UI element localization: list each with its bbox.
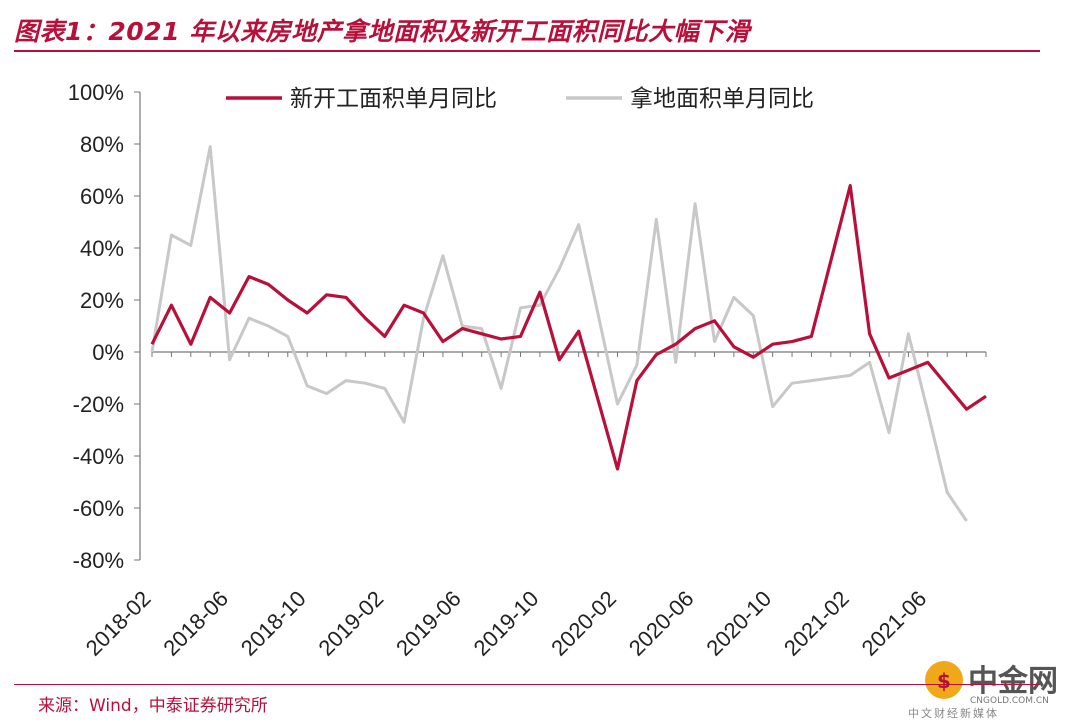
- series-line-land-area: [150, 145, 968, 522]
- watermark-logo: $ 中金网 CNGOLD.COM.CN: [925, 661, 1058, 706]
- x-tick-label: 2021-02: [779, 586, 854, 661]
- watermark-name: 中金网: [968, 664, 1058, 699]
- x-tick-label: 2018-10: [236, 586, 311, 661]
- legend-label: 拿地面积单月同比: [630, 85, 814, 112]
- series-layer: [150, 145, 987, 522]
- x-tick-label: 2019-06: [391, 586, 466, 661]
- y-tick-label: -60%: [73, 496, 124, 521]
- y-axis: 100% 80% 60% 40% 20% 0% -20% -40% -60% -80%: [68, 80, 141, 573]
- x-tick-label: 2019-10: [469, 586, 544, 661]
- x-tick-label: 2020-06: [624, 586, 699, 661]
- source-note: 来源：Wind，中泰证券研究所: [38, 696, 268, 716]
- y-tick-label: 60%: [80, 184, 124, 209]
- watermark-url: CNGOLD.COM.CN: [970, 696, 1049, 706]
- title-divider: [14, 50, 1040, 52]
- y-tick-label: 20%: [80, 288, 124, 313]
- legend: 新开工面积单月同比 拿地面积单月同比: [226, 85, 814, 112]
- x-tick-label: 2019-02: [314, 586, 389, 661]
- series-line-new-construction: [150, 184, 987, 471]
- x-tick-label: 2018-06: [158, 586, 233, 661]
- watermark-subtitle: 中文财经新媒体: [908, 706, 999, 720]
- y-tick-label: 40%: [80, 236, 124, 261]
- x-tick-label: 2020-10: [701, 586, 776, 661]
- y-tick-label: -40%: [73, 444, 124, 469]
- y-tick-label: 100%: [68, 80, 124, 105]
- watermark-subtitle-box: 中文财经新媒体: [908, 706, 999, 720]
- x-tick-label: 2018-02: [81, 586, 156, 661]
- watermark-circle-icon: [925, 661, 963, 699]
- y-tick-label: -80%: [73, 548, 124, 573]
- footer-divider: [14, 684, 1040, 685]
- y-tick-label: 0%: [92, 340, 124, 365]
- x-tick-label: 2021-06: [857, 586, 932, 661]
- chart-title: 图表1：2021 年以来房地产拿地面积及新开工面积同比大幅下滑: [14, 17, 751, 46]
- x-axis: 2018-02 2018-06 2018-10 2019-02 2019-06 2019-…: [81, 351, 987, 661]
- y-tick-label: 80%: [80, 132, 124, 157]
- x-tick-label: 2020-02: [546, 586, 621, 661]
- watermark-glyph-icon: $: [937, 669, 951, 693]
- legend-label: 新开工面积单月同比: [290, 86, 497, 112]
- y-tick-label: -20%: [73, 392, 124, 417]
